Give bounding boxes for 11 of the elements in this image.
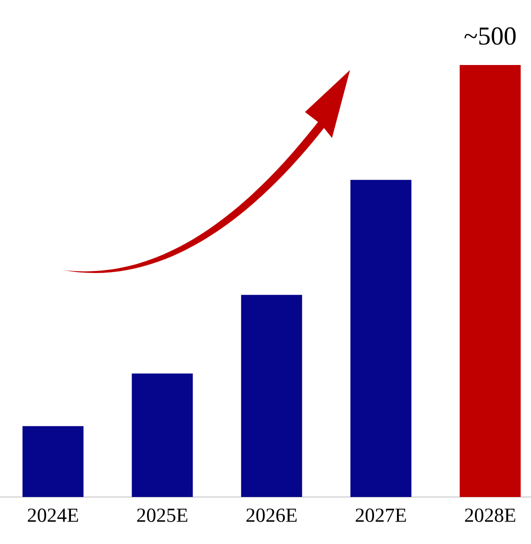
data-label: ~500	[464, 27, 516, 45]
bar	[460, 64, 521, 497]
x-tick-label: 2024E	[28, 508, 78, 522]
bar	[22, 426, 84, 497]
x-tick-label: 2026E	[246, 508, 297, 522]
x-tick-label: 2027E	[356, 508, 406, 522]
x-tick-label: 2028E	[465, 508, 516, 522]
bar	[350, 180, 412, 497]
x-tick-label: 2025E	[137, 508, 188, 522]
bar	[132, 373, 193, 497]
bar	[241, 294, 302, 497]
